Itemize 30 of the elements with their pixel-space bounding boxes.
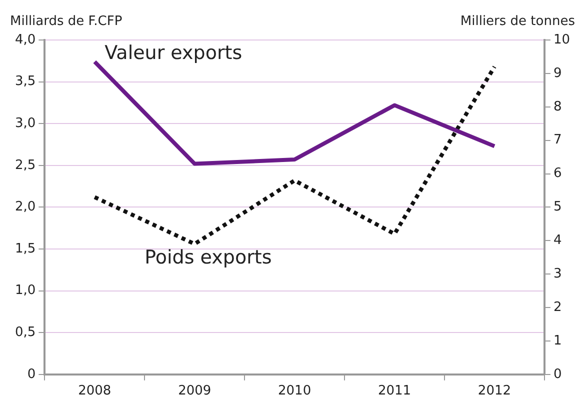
x-tick-label: 2009 [178,384,212,399]
y-tick-label: 1,5 [14,241,36,256]
y-tick-label: 0,5 [14,324,36,340]
y2-tick-label: 8 [553,99,562,114]
y-tick-label: 3,0 [14,116,36,131]
x-tick-label: 2010 [278,384,312,399]
y2-tick-label: 3 [553,266,562,282]
x-tick-label: 2011 [378,384,412,399]
series-label: Poids exports [144,246,272,268]
y-tick-label: 0 [27,366,36,382]
y-axis-title: Milliards de F.CFP [10,14,122,29]
y2-tick-label: 0 [553,366,562,382]
y2-tick-label: 7 [553,132,562,148]
y2-tick-label: 5 [553,200,562,215]
x-tick-label: 2008 [78,384,112,399]
y2-tick-label: 2 [553,300,562,315]
y-tick-label: 1,0 [14,283,36,298]
y2-tick-label: 9 [553,66,562,81]
y-tick-label: 2,5 [14,158,36,173]
x-tick-label: 2012 [478,384,512,399]
y-tick-label: 4,0 [14,32,36,48]
y2-tick-label: 6 [553,166,562,182]
y2-tick-label: 1 [553,333,562,348]
y2-axis-title: Milliers de tonnes [460,14,576,29]
y2-tick-label: 4 [553,233,562,248]
line-series [92,64,496,246]
y-tick-label: 2,0 [14,200,36,215]
y-tick-label: 3,5 [14,74,36,90]
series-label: Valeur exports [104,42,242,64]
y2-tick-label: 10 [553,32,570,48]
